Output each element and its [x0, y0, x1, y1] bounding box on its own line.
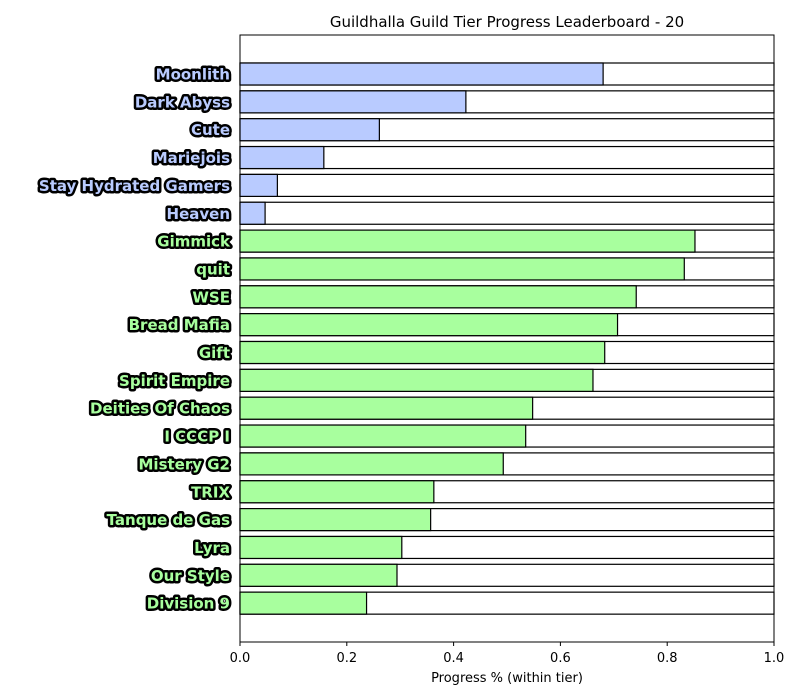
bar-progress: [239, 563, 398, 587]
guild-label: Heaven: [167, 205, 230, 223]
x-tick-label: 0.6: [550, 651, 571, 666]
bar-progress: [239, 229, 696, 253]
x-tick-label: 0.8: [657, 651, 678, 666]
x-tick-label: 0.0: [230, 651, 251, 666]
x-tick-label: 0.2: [336, 651, 357, 666]
bar-progress: [239, 535, 403, 560]
bar-remainder: [239, 201, 775, 225]
bar-progress: [239, 313, 619, 337]
guild-label: Cute: [191, 121, 230, 139]
guild-label: Mariejois: [153, 149, 230, 167]
guild-label: Tanque de Gas: [107, 511, 230, 529]
bar-progress: [239, 90, 467, 114]
bar-progress: [239, 452, 504, 476]
guild-label: Deities Of Chaos: [90, 400, 230, 418]
bar-progress: [239, 591, 368, 615]
guild-label: Dark Abyss: [135, 93, 230, 111]
guild-label: Division 9: [147, 595, 230, 613]
x-tick-label: 1.0: [764, 651, 785, 666]
guild-label: Lyra: [194, 539, 230, 557]
bar-progress: [239, 508, 432, 532]
bar-progress: [239, 396, 534, 420]
bar-progress: [239, 173, 278, 197]
bar-progress: [239, 257, 685, 281]
bar-progress: [239, 340, 606, 365]
bar-remainder: [239, 173, 775, 197]
bar-progress: [239, 285, 637, 309]
chart-title: Guildhalla Guild Tier Progress Leaderboa…: [330, 13, 684, 31]
x-tick-label: 0.4: [443, 651, 464, 666]
guild-label: WSE: [192, 288, 230, 306]
guild-label: quit: [196, 260, 230, 278]
bar-progress: [239, 368, 594, 392]
bar-progress: [239, 62, 604, 86]
guild-label: Gift: [199, 344, 230, 362]
guild-label: Mistery G2: [139, 455, 231, 473]
guild-label: Bread Mafia: [129, 316, 230, 334]
x-axis-label: Progress % (within tier): [431, 671, 583, 686]
guild-label: Moonlith: [156, 66, 230, 84]
guild-label: I CCCP I: [164, 428, 230, 446]
guild-labels: Moonlith Dark Abyss Cute Mariejois Stay Hydr…: [36, 63, 233, 615]
guild-label: Gimmick: [157, 233, 231, 251]
bar-progress: [239, 118, 380, 142]
guild-label: Stay Hydrated Gamers: [39, 177, 230, 195]
bar-progress: [239, 480, 435, 504]
bar-progress: [239, 424, 527, 448]
guild-label: Spirit Empire: [119, 372, 230, 390]
x-axis-ticks: 0.0 0.2 0.4 0.6 0.8 1.0: [230, 642, 785, 666]
bar-progress: [239, 201, 266, 225]
bar-progress: [239, 145, 325, 170]
guild-label: TRIX: [191, 483, 230, 501]
guild-label: Our Style: [151, 567, 230, 585]
bars-layer: [239, 62, 775, 615]
